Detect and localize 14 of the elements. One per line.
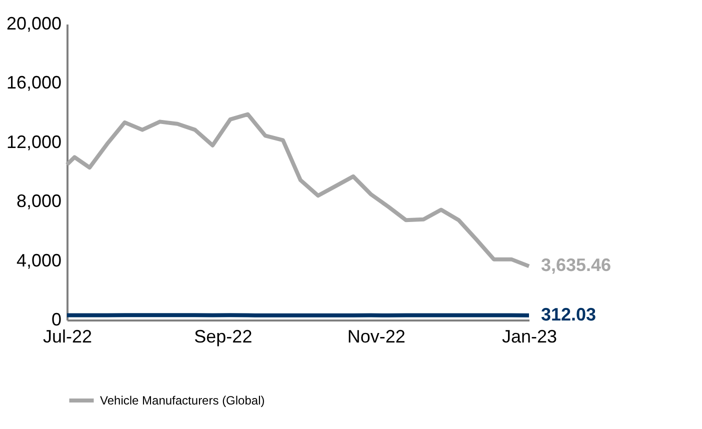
y-tick-label: 0	[51, 310, 62, 330]
x-tick-label: Nov-22	[347, 326, 406, 346]
line-series	[65, 112, 531, 268]
y-tick-label: 16,000	[6, 72, 62, 93]
x-tick-label: Jul-22	[42, 326, 92, 346]
x-tick-label: Jan-23	[502, 326, 558, 346]
legend-label: Vehicle Manufacturers (Global)	[100, 394, 265, 408]
y-tick-label: 20,000	[6, 14, 62, 34]
y-tick-label: 4,000	[16, 250, 62, 270]
y-tick-label: 8,000	[16, 191, 62, 212]
data-label: 3,635.46	[541, 255, 612, 276]
data-label: 312.03	[541, 304, 596, 324]
y-tick-label: 12,000	[6, 132, 62, 152]
x-tick-label: Sep-22	[194, 326, 252, 346]
